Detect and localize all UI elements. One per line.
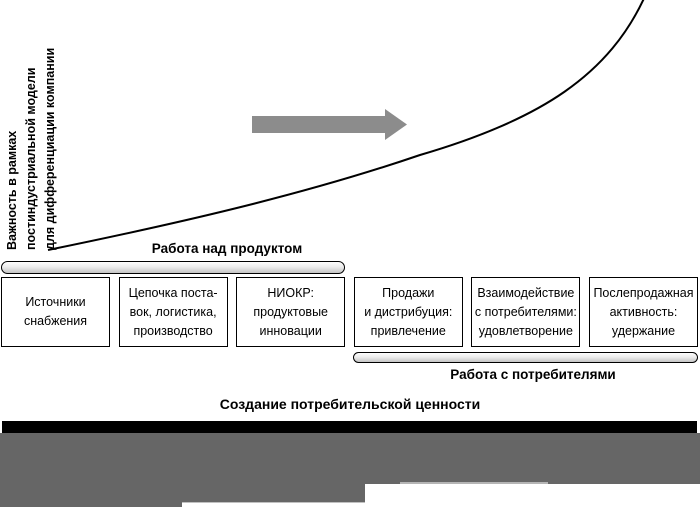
box-supply-sources: Источники снабжения xyxy=(1,277,110,347)
footer-gray-block-top xyxy=(0,433,700,484)
process-boxes-row: Источники снабжения Цепочка поста- вок, … xyxy=(1,277,698,347)
value-creation-caption: Создание потребительской ценности xyxy=(219,396,481,412)
right-arrow-icon xyxy=(252,109,407,140)
product-work-label: Работа над продуктом xyxy=(151,241,303,256)
footer-gray-block-low xyxy=(0,503,182,507)
box-supply-chain: Цепочка поста- вок, логистика, производс… xyxy=(118,277,228,347)
box-sales-distribution: Продажи и дистрибуция: привлечение xyxy=(353,277,463,347)
footer-gray-block-mid xyxy=(0,484,365,503)
box-customer-interaction: Взаимодействие с потребителями: удовлетв… xyxy=(471,277,581,347)
consumer-work-label: Работа с потребителями xyxy=(450,367,616,382)
importance-curve xyxy=(47,0,645,251)
box-aftersales: Послепродажная активность: удержание xyxy=(588,277,698,347)
box-rnd-innovation: НИОКР: продуктовые инновации xyxy=(236,277,346,347)
consumer-work-bracket-bar xyxy=(353,352,698,363)
footer-light-edge-2 xyxy=(182,502,365,503)
footer-light-edge-1 xyxy=(400,482,548,484)
footer-black-bar xyxy=(2,421,697,433)
curve-plot xyxy=(47,0,645,251)
product-work-bracket-bar xyxy=(1,261,345,274)
